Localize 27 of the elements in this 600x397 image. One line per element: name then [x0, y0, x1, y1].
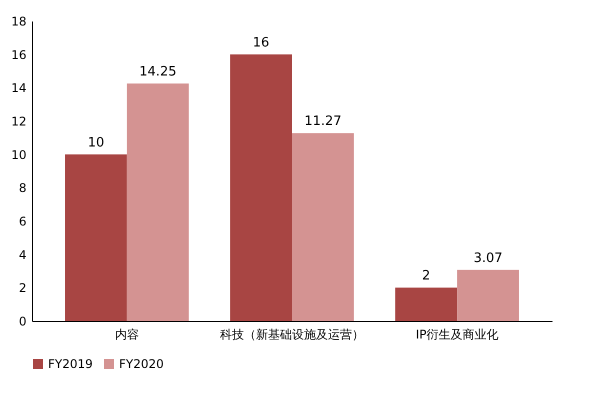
- y-tick-label: 12: [11, 114, 26, 128]
- y-tick-label: 2: [18, 281, 26, 296]
- y-tick-label: 4: [18, 248, 26, 262]
- bar: [292, 133, 354, 321]
- bar: [126, 84, 189, 321]
- data-label: 3.07: [474, 250, 503, 266]
- data-label: 14.25: [139, 64, 176, 80]
- y-tick-label: 18: [11, 14, 26, 28]
- y-tick-label: 14: [11, 81, 26, 96]
- data-label: 11.27: [304, 114, 342, 130]
- y-tick-label: 6: [18, 214, 26, 228]
- data-label: 10: [88, 135, 104, 150]
- y-tick-label: 8: [18, 181, 26, 196]
- y-tick-label: 16: [11, 48, 26, 62]
- legend-label: FY2019: [48, 357, 93, 371]
- x-tick-label: 内容: [114, 328, 139, 342]
- y-tick-label: 0: [18, 314, 26, 328]
- bar: [65, 154, 127, 321]
- bar: [457, 270, 519, 321]
- x-tick-label: IP衍生及商业化: [416, 328, 498, 342]
- bar: [395, 288, 458, 321]
- y-tick-label: 10: [11, 148, 26, 162]
- data-label: 16: [252, 35, 270, 50]
- bar: [230, 54, 292, 321]
- legend-label: FY2020: [119, 357, 164, 371]
- data-label: 2: [422, 268, 430, 284]
- x-tick-label: 科技（新基础设施及运营）: [220, 328, 364, 342]
